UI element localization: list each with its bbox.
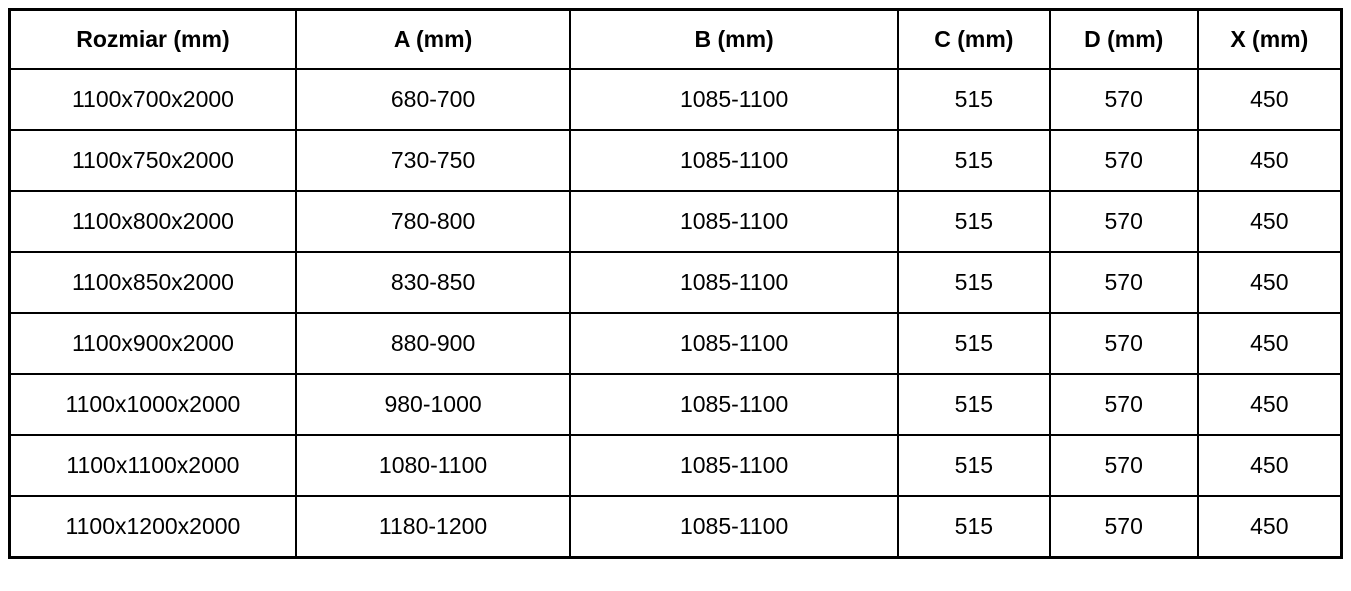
table-cell: 570 — [1048, 251, 1199, 314]
column-header: A (mm) — [294, 8, 572, 70]
column-header: X (mm) — [1196, 8, 1343, 70]
column-header: C (mm) — [896, 8, 1051, 70]
table-cell: 515 — [896, 68, 1051, 131]
table-row: 1100x900x2000 880-900 1085-1100 515 570 450 — [8, 312, 1343, 375]
table-row: 1100x700x2000 680-700 1085-1100 515 570 450 — [8, 68, 1343, 131]
table-cell: 880-900 — [294, 312, 572, 375]
table-header-row: Rozmiar (mm) A (mm) B (mm) C (mm) D (mm) X (m… — [8, 8, 1343, 70]
table-cell: 570 — [1048, 68, 1199, 131]
size-table: Rozmiar (mm) A (mm) B (mm) C (mm) D (mm) X (m… — [8, 8, 1343, 559]
table-cell: 1180-1200 — [294, 495, 572, 559]
column-header: D (mm) — [1048, 8, 1199, 70]
table-cell: 570 — [1048, 434, 1199, 497]
table-cell: 515 — [896, 129, 1051, 192]
table-cell: 980-1000 — [294, 373, 572, 436]
table-cell: 570 — [1048, 495, 1199, 559]
table-cell: 680-700 — [294, 68, 572, 131]
table-cell: 1085-1100 — [569, 190, 899, 253]
table-row: 1100x1200x2000 1180-1200 1085-1100 515 570 45… — [8, 495, 1343, 559]
table-cell: 450 — [1196, 312, 1343, 375]
table-cell: 1085-1100 — [569, 373, 899, 436]
table-header: Rozmiar (mm) A (mm) B (mm) C (mm) D (mm) X (m… — [8, 8, 1343, 70]
table-body: 1100x700x2000 680-700 1085-1100 515 570 450 11… — [8, 68, 1343, 559]
table-cell: 1100x900x2000 — [8, 312, 297, 375]
table-cell: 570 — [1048, 373, 1199, 436]
table-cell: 515 — [896, 373, 1051, 436]
table-cell: 450 — [1196, 68, 1343, 131]
table-cell: 1100x850x2000 — [8, 251, 297, 314]
table-row: 1100x1000x2000 980-1000 1085-1100 515 570 450 — [8, 373, 1343, 436]
table-cell: 1100x800x2000 — [8, 190, 297, 253]
table-cell: 780-800 — [294, 190, 572, 253]
table-row: 1100x850x2000 830-850 1085-1100 515 570 450 — [8, 251, 1343, 314]
table-cell: 1100x700x2000 — [8, 68, 297, 131]
table-cell: 450 — [1196, 251, 1343, 314]
table-cell: 450 — [1196, 434, 1343, 497]
table-row: 1100x750x2000 730-750 1085-1100 515 570 450 — [8, 129, 1343, 192]
table-cell: 570 — [1048, 190, 1199, 253]
table-cell: 570 — [1048, 312, 1199, 375]
table-cell: 450 — [1196, 129, 1343, 192]
table-cell: 570 — [1048, 129, 1199, 192]
table-cell: 1100x750x2000 — [8, 129, 297, 192]
column-header: B (mm) — [569, 8, 899, 70]
table-cell: 730-750 — [294, 129, 572, 192]
table-cell: 1100x1200x2000 — [8, 495, 297, 559]
table-row: 1100x1100x2000 1080-1100 1085-1100 515 570 45… — [8, 434, 1343, 497]
table-cell: 450 — [1196, 495, 1343, 559]
table-cell: 1085-1100 — [569, 312, 899, 375]
table-cell: 515 — [896, 495, 1051, 559]
table-cell: 1085-1100 — [569, 251, 899, 314]
table-cell: 1085-1100 — [569, 68, 899, 131]
table-cell: 450 — [1196, 373, 1343, 436]
page: Rozmiar (mm) A (mm) B (mm) C (mm) D (mm) X (m… — [8, 8, 1343, 559]
table-cell: 1080-1100 — [294, 434, 572, 497]
table-cell: 450 — [1196, 190, 1343, 253]
table-cell: 1085-1100 — [569, 434, 899, 497]
table-cell: 1085-1100 — [569, 129, 899, 192]
table-cell: 515 — [896, 434, 1051, 497]
table-cell: 830-850 — [294, 251, 572, 314]
table-row: 1100x800x2000 780-800 1085-1100 515 570 450 — [8, 190, 1343, 253]
table-cell: 515 — [896, 190, 1051, 253]
table-cell: 1100x1000x2000 — [8, 373, 297, 436]
table-cell: 1100x1100x2000 — [8, 434, 297, 497]
table-cell: 515 — [896, 312, 1051, 375]
table-cell: 1085-1100 — [569, 495, 899, 559]
table-cell: 515 — [896, 251, 1051, 314]
column-header: Rozmiar (mm) — [8, 8, 297, 70]
